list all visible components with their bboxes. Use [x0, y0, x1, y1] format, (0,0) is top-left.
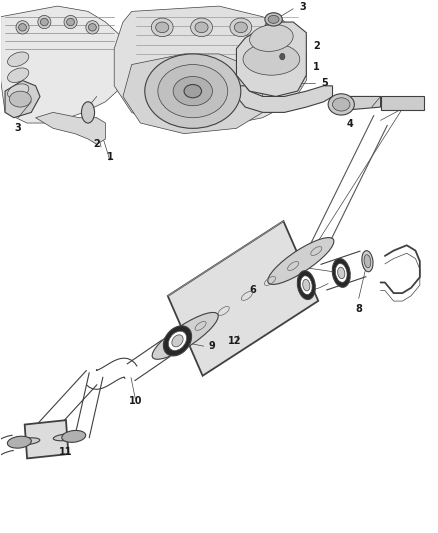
- Ellipse shape: [332, 259, 350, 287]
- Ellipse shape: [332, 98, 350, 111]
- Polygon shape: [237, 86, 332, 112]
- Text: 10: 10: [129, 396, 142, 406]
- Polygon shape: [1, 6, 132, 123]
- Polygon shape: [123, 54, 263, 134]
- Text: 12: 12: [227, 336, 241, 345]
- Polygon shape: [168, 221, 318, 376]
- Ellipse shape: [184, 85, 201, 98]
- Ellipse shape: [268, 15, 279, 23]
- Polygon shape: [25, 420, 68, 458]
- Ellipse shape: [269, 22, 283, 33]
- Ellipse shape: [155, 22, 169, 33]
- Ellipse shape: [297, 271, 315, 300]
- Ellipse shape: [163, 326, 191, 356]
- Ellipse shape: [16, 21, 29, 34]
- Ellipse shape: [195, 22, 208, 33]
- Ellipse shape: [191, 18, 212, 37]
- Ellipse shape: [234, 22, 247, 33]
- Text: 7: 7: [284, 262, 291, 271]
- Ellipse shape: [152, 312, 218, 359]
- Ellipse shape: [81, 102, 95, 123]
- Ellipse shape: [173, 77, 212, 106]
- Text: 1: 1: [313, 62, 320, 72]
- Ellipse shape: [64, 15, 77, 29]
- Ellipse shape: [303, 279, 310, 291]
- Text: 3: 3: [300, 2, 307, 12]
- Ellipse shape: [62, 431, 86, 442]
- Ellipse shape: [151, 18, 173, 37]
- Text: 2: 2: [313, 41, 320, 51]
- Ellipse shape: [40, 18, 48, 26]
- Ellipse shape: [168, 331, 187, 351]
- Ellipse shape: [280, 53, 285, 60]
- Text: 8: 8: [355, 304, 362, 314]
- Ellipse shape: [250, 25, 293, 51]
- Text: 3: 3: [15, 123, 21, 133]
- Ellipse shape: [145, 54, 241, 128]
- Text: 4: 4: [346, 119, 353, 129]
- Polygon shape: [35, 112, 106, 144]
- Ellipse shape: [265, 13, 283, 26]
- Polygon shape: [5, 80, 40, 118]
- Text: 9: 9: [208, 341, 215, 351]
- Ellipse shape: [10, 91, 31, 107]
- Ellipse shape: [158, 64, 228, 118]
- Ellipse shape: [362, 251, 373, 272]
- Text: 1: 1: [106, 152, 113, 162]
- Ellipse shape: [364, 255, 371, 268]
- Ellipse shape: [7, 84, 29, 99]
- Ellipse shape: [53, 433, 81, 441]
- Ellipse shape: [67, 18, 74, 26]
- Ellipse shape: [38, 15, 51, 29]
- Text: 5: 5: [321, 78, 328, 88]
- Text: 6: 6: [249, 286, 256, 295]
- Ellipse shape: [338, 267, 345, 279]
- Polygon shape: [114, 6, 306, 128]
- Ellipse shape: [7, 436, 32, 448]
- Ellipse shape: [86, 21, 99, 34]
- Ellipse shape: [265, 18, 287, 37]
- Ellipse shape: [336, 263, 347, 282]
- Ellipse shape: [243, 43, 300, 75]
- Ellipse shape: [12, 438, 40, 445]
- FancyBboxPatch shape: [381, 96, 424, 110]
- Text: 11: 11: [60, 447, 73, 457]
- Polygon shape: [237, 22, 306, 96]
- Ellipse shape: [328, 94, 354, 115]
- Ellipse shape: [88, 23, 96, 31]
- Ellipse shape: [7, 52, 29, 67]
- Ellipse shape: [268, 238, 334, 285]
- Ellipse shape: [7, 68, 29, 83]
- Ellipse shape: [172, 335, 183, 347]
- Ellipse shape: [230, 18, 252, 37]
- Text: 2: 2: [93, 139, 100, 149]
- Ellipse shape: [300, 276, 312, 295]
- Ellipse shape: [18, 23, 26, 31]
- Polygon shape: [341, 96, 381, 110]
